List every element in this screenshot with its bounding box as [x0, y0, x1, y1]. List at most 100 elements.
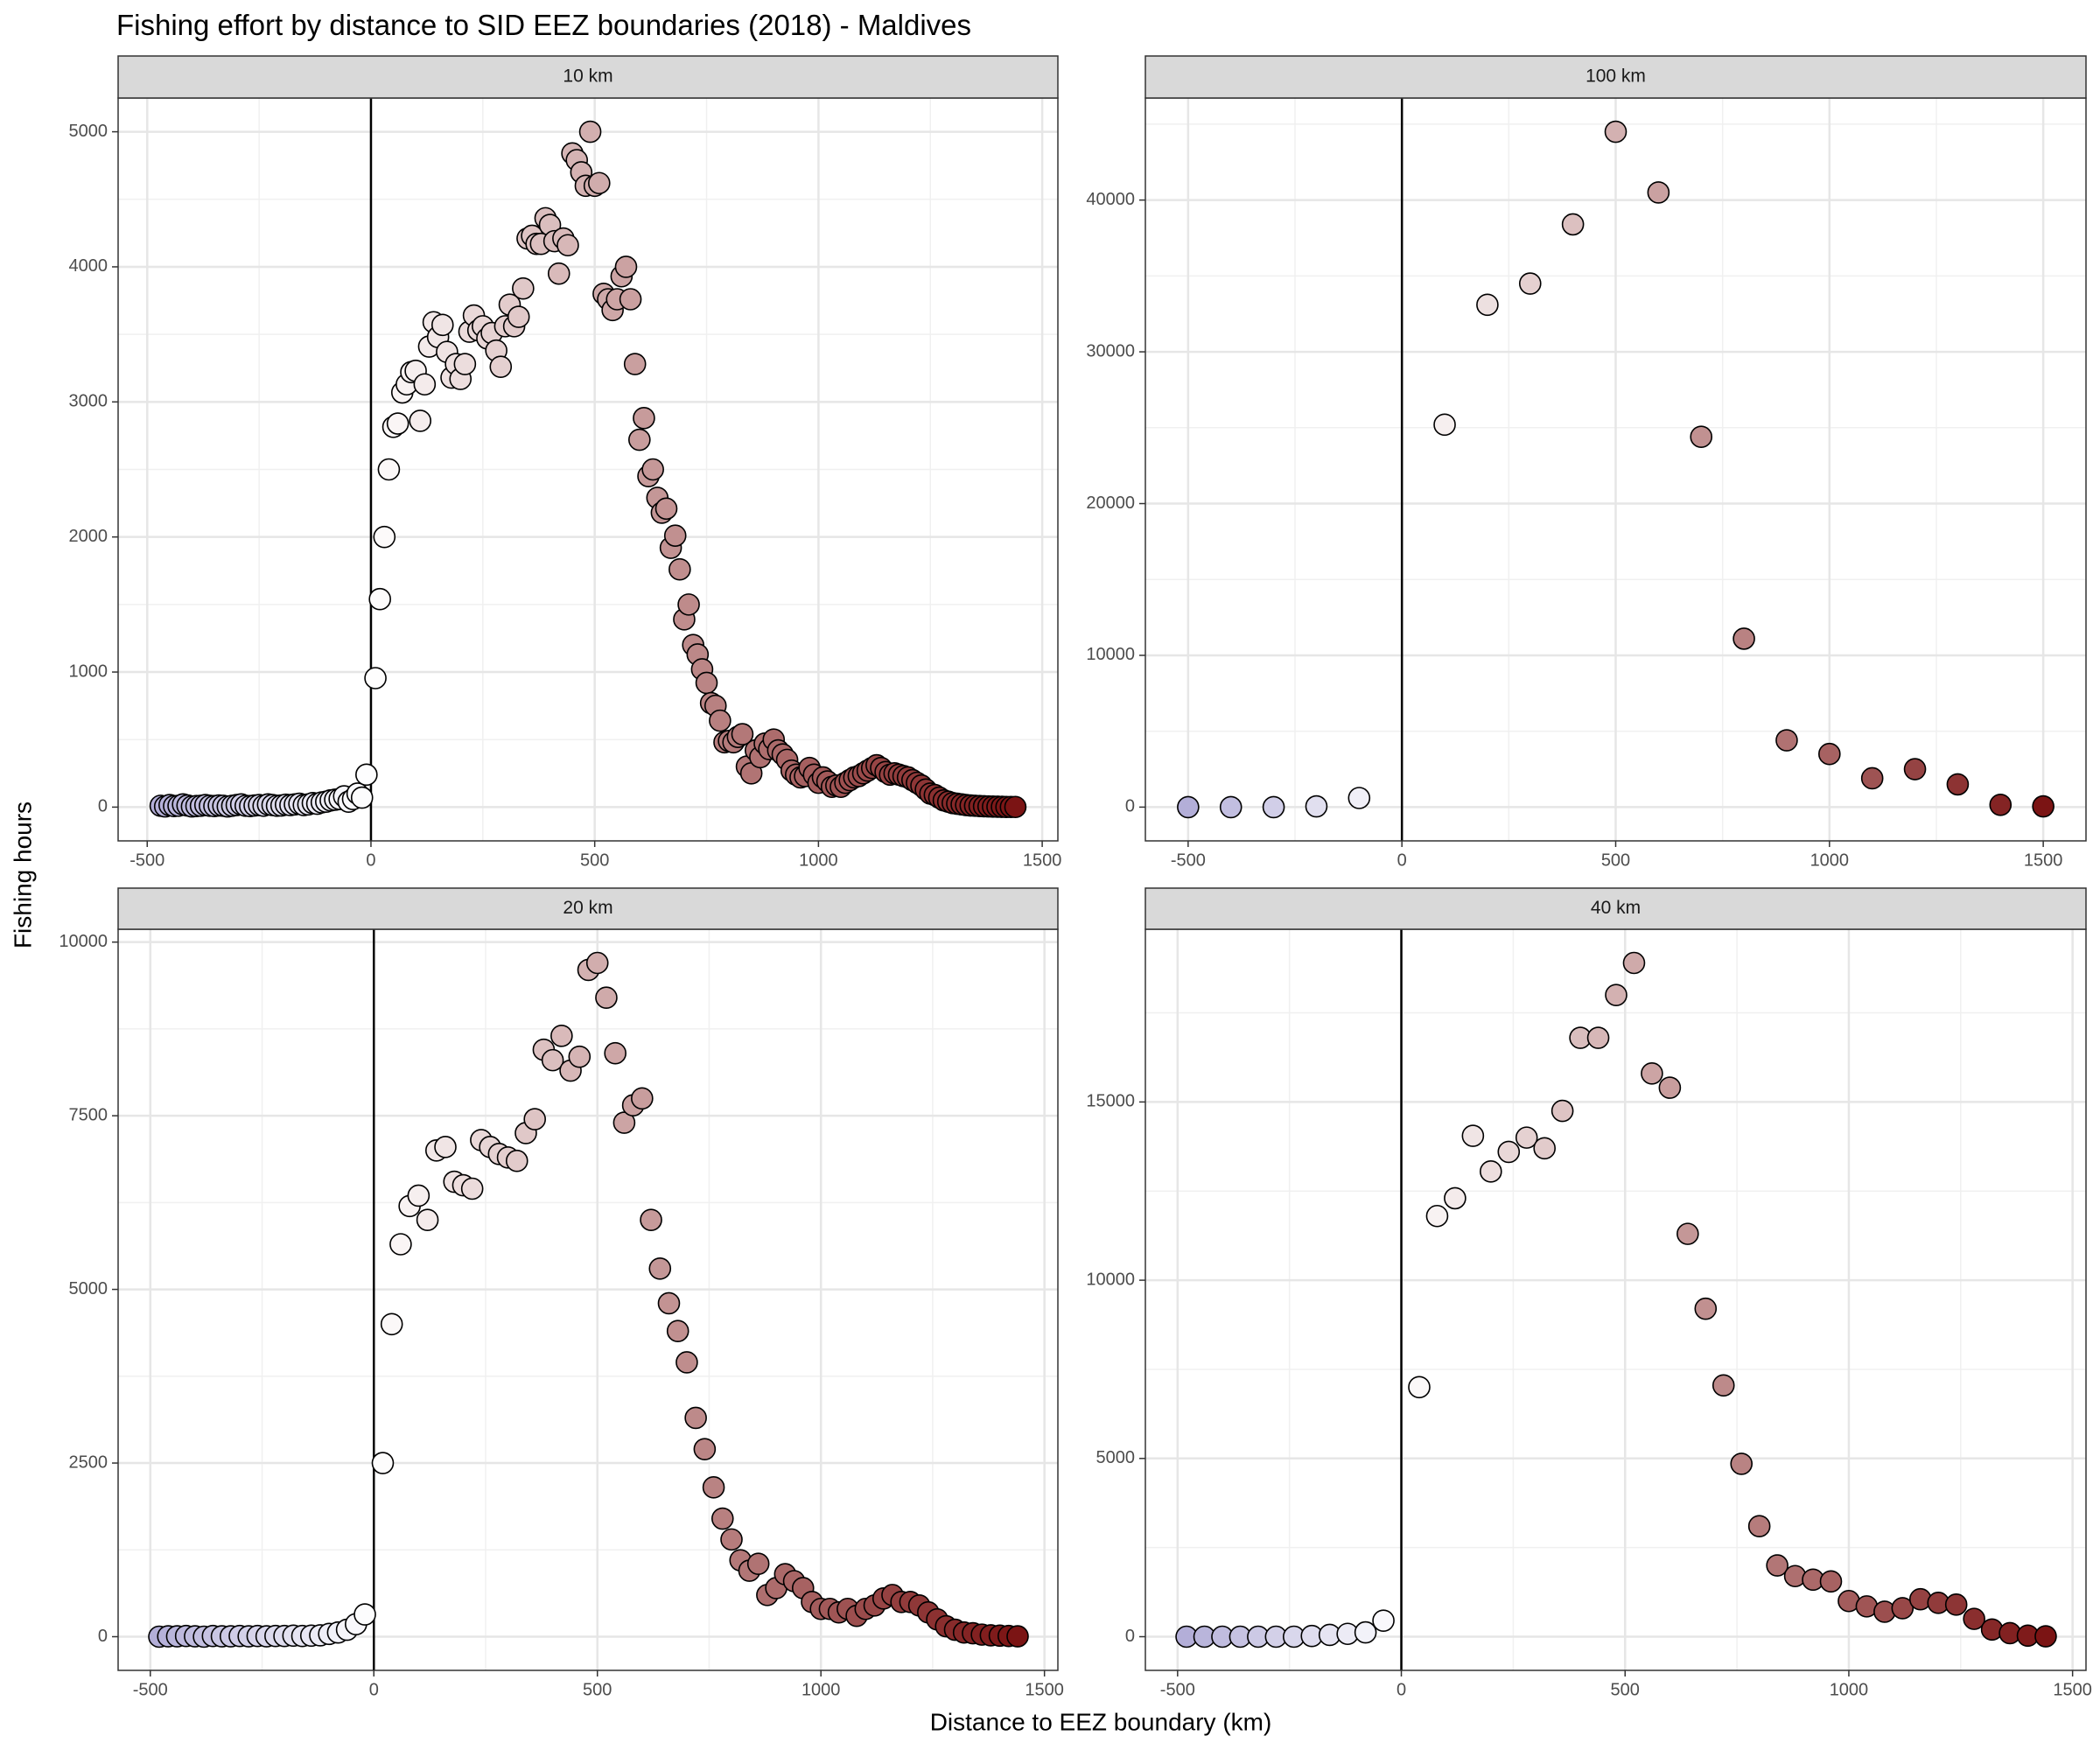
strip-label: 40 km [1591, 898, 1641, 918]
x-tick-label: 1000 [799, 850, 838, 870]
point [631, 1087, 654, 1110]
x-tick-label: 1500 [1025, 1680, 1064, 1699]
point [1946, 773, 1970, 796]
strip [1144, 55, 2087, 99]
point [709, 709, 732, 732]
point [676, 1351, 698, 1374]
point [1605, 984, 1628, 1006]
y-tick-label: 10000 [1086, 645, 1135, 664]
y-tick-label: 40000 [1086, 190, 1135, 209]
point [1476, 293, 1499, 317]
x-tick-label: 500 [1601, 850, 1630, 870]
point [368, 587, 391, 611]
point [489, 355, 513, 378]
point [1586, 1026, 1610, 1049]
x-tick-label: 0 [366, 850, 375, 870]
point [547, 262, 570, 285]
point [695, 671, 718, 695]
point [355, 763, 378, 787]
point [702, 1476, 725, 1499]
y-tick-label: 5000 [69, 122, 108, 141]
strip-label: 20 km [563, 898, 612, 918]
point [619, 288, 642, 311]
point [640, 1208, 662, 1232]
point [389, 1233, 412, 1256]
point [746, 1552, 770, 1575]
point [595, 986, 618, 1009]
y-tick-label: 2000 [69, 527, 108, 546]
point [623, 353, 647, 375]
point [648, 1256, 672, 1280]
point [354, 1603, 376, 1626]
y-tick-label: 10000 [1086, 1270, 1135, 1289]
point [657, 1292, 681, 1315]
point [1262, 795, 1285, 819]
y-tick-label: 4000 [69, 256, 108, 276]
strip [1144, 887, 2087, 930]
point [386, 412, 410, 435]
point [1730, 1452, 1754, 1475]
point [1515, 1126, 1538, 1149]
strip-label: 100 km [1586, 66, 1646, 87]
point [1518, 272, 1542, 295]
point [1747, 1515, 1771, 1538]
point [1219, 795, 1242, 819]
point [1550, 1099, 1574, 1123]
y-tick-label: 0 [1125, 797, 1135, 816]
point [1497, 1140, 1521, 1164]
point [1444, 1186, 1466, 1210]
x-tick-label: 1500 [2053, 1680, 2092, 1699]
point [2034, 1625, 2057, 1648]
point [633, 407, 655, 430]
point [430, 313, 454, 337]
point [413, 373, 437, 396]
point [720, 1528, 743, 1551]
point [507, 305, 530, 328]
point [612, 1111, 636, 1134]
point [1658, 1076, 1682, 1099]
point [1480, 1160, 1502, 1183]
point [1348, 787, 1371, 809]
point [409, 410, 432, 432]
y-tick-label: 0 [98, 797, 108, 816]
figure-title: Fishing effort by distance to SID EEZ bo… [116, 9, 971, 41]
x-tick-label: 500 [583, 1680, 612, 1699]
y-tick-label: 0 [1125, 1627, 1135, 1646]
y-tick-label: 10000 [59, 932, 108, 951]
point [684, 1406, 707, 1430]
y-tick-label: 0 [98, 1627, 108, 1646]
point [1903, 758, 1927, 780]
point [453, 353, 477, 375]
x-tick-label: 1500 [2024, 850, 2063, 870]
x-tick-label: -500 [130, 850, 164, 870]
y-tick-label: 7500 [69, 1105, 108, 1124]
x-tick-label: 1000 [802, 1680, 841, 1699]
point [1533, 1137, 1556, 1160]
y-tick-label: 5000 [1096, 1448, 1136, 1467]
point [1860, 766, 1884, 790]
point [710, 1507, 734, 1530]
point [1712, 1374, 1735, 1397]
point [1818, 742, 1841, 766]
point [1819, 1570, 1843, 1593]
panel-background [118, 929, 1058, 1670]
point [364, 667, 387, 690]
point [1425, 1204, 1449, 1228]
y-tick-label: 1000 [69, 662, 108, 681]
point [377, 458, 401, 481]
point [663, 524, 687, 547]
point [1963, 1607, 1985, 1630]
y-tick-label: 3000 [69, 392, 108, 411]
point [568, 1045, 592, 1068]
x-tick-label: 1000 [1830, 1680, 1869, 1699]
point [1433, 413, 1456, 437]
point [1561, 213, 1585, 236]
x-tick-label: -500 [133, 1680, 168, 1699]
x-axis-title: Distance to EEZ boundary (km) [930, 1708, 1272, 1735]
strip [117, 887, 1059, 930]
point [1944, 1593, 1968, 1616]
x-tick-label: 0 [1396, 1680, 1406, 1699]
point [434, 1136, 457, 1158]
point [1408, 1376, 1431, 1399]
point [587, 172, 611, 195]
